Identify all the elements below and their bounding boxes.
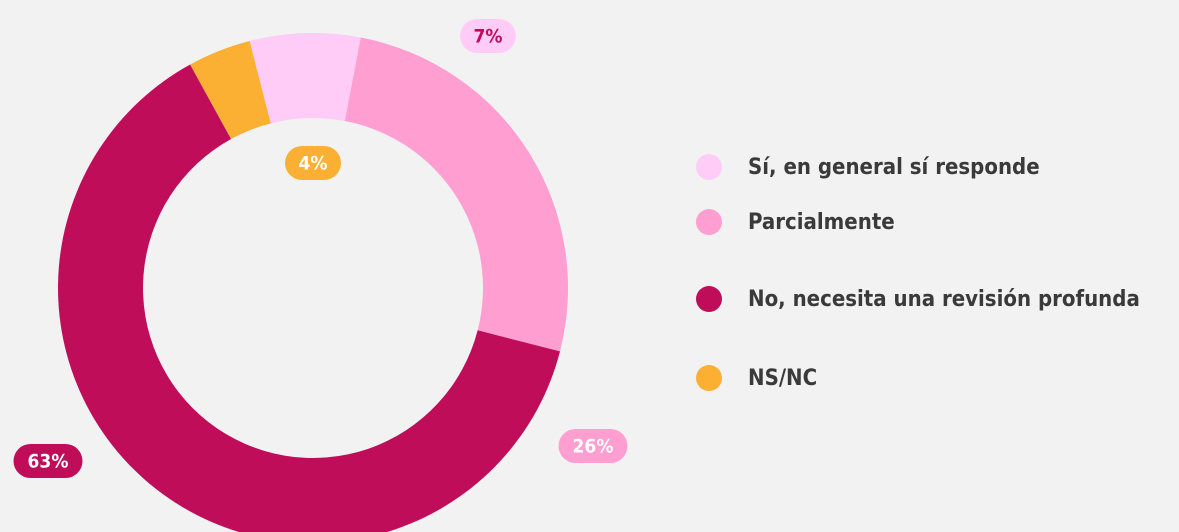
- legend-label: Sí, en general sí responde: [748, 155, 1040, 180]
- value-label: 26%: [573, 436, 614, 458]
- legend-label: Parcialmente: [748, 210, 895, 235]
- donut-slice: [249, 32, 361, 124]
- value-label-pill: [558, 429, 628, 463]
- value-label-pill: [285, 146, 341, 180]
- legend-marker: [696, 286, 722, 312]
- legend-marker: [696, 365, 722, 391]
- value-label-pill: [460, 19, 516, 53]
- legend-marker: [696, 154, 722, 180]
- legend-marker: [696, 209, 722, 235]
- legend-label: No, necesita una revisión profunda: [748, 287, 1140, 312]
- value-label: 7%: [473, 26, 502, 48]
- value-label: 4%: [298, 153, 327, 175]
- donut-slice: [344, 37, 569, 352]
- donut-slice: [58, 64, 560, 532]
- value-label: 63%: [28, 451, 69, 473]
- legend-label: NS/NC: [748, 366, 817, 391]
- value-label-pill: [13, 444, 83, 478]
- donut-slice: [190, 41, 271, 140]
